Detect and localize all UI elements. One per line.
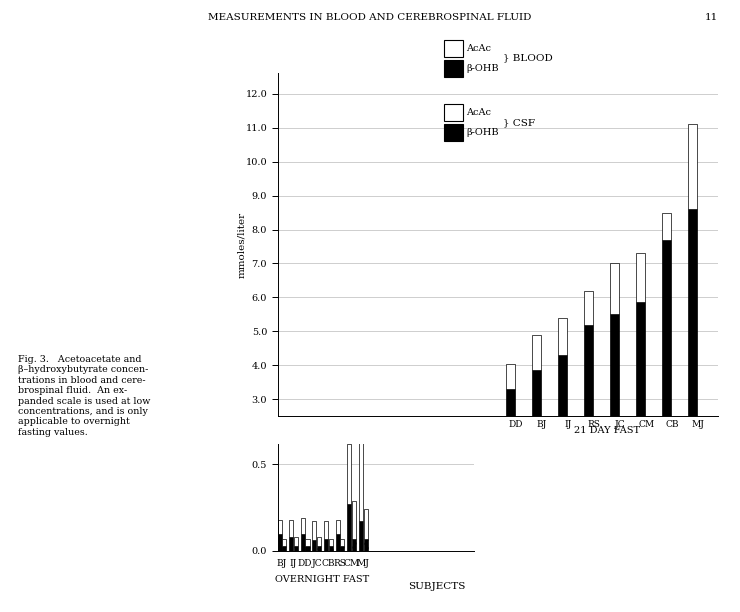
Bar xyxy=(532,370,541,501)
Text: 21 DAY FAST: 21 DAY FAST xyxy=(574,427,640,435)
Text: JC: JC xyxy=(615,420,625,429)
Text: IJ: IJ xyxy=(290,559,297,569)
Text: } BLOOD: } BLOOD xyxy=(503,54,553,62)
Bar xyxy=(352,501,356,539)
Text: } CSF: } CSF xyxy=(503,118,535,127)
Text: 11: 11 xyxy=(704,13,718,23)
Bar xyxy=(282,546,286,551)
Bar xyxy=(532,335,541,370)
Text: RS: RS xyxy=(334,559,346,569)
Bar xyxy=(294,537,298,546)
Bar xyxy=(621,478,630,501)
Text: Fig. 3.   Acetoacetate and
β–hydroxybutyrate concen-
trations in blood and cere-: Fig. 3. Acetoacetate and β–hydroxybutyra… xyxy=(18,355,151,437)
Bar xyxy=(278,534,281,551)
Bar xyxy=(584,324,593,501)
Bar xyxy=(340,546,344,551)
Bar xyxy=(347,444,352,504)
Bar xyxy=(558,318,567,355)
Bar xyxy=(610,263,619,315)
Bar xyxy=(300,518,305,534)
Bar xyxy=(647,480,656,501)
Bar xyxy=(282,539,286,546)
Bar xyxy=(699,474,708,501)
Text: MEASUREMENTS IN BLOOD AND CEREBROSPINAL FLUID: MEASUREMENTS IN BLOOD AND CEREBROSPINAL … xyxy=(209,13,531,23)
Bar xyxy=(336,520,340,534)
Bar xyxy=(610,315,619,501)
Bar xyxy=(517,485,525,497)
Bar xyxy=(699,460,708,474)
Bar xyxy=(542,471,551,487)
Text: OVERNIGHT FAST: OVERNIGHT FAST xyxy=(275,575,370,584)
Text: JC: JC xyxy=(312,559,322,569)
Bar xyxy=(673,462,682,477)
Bar xyxy=(289,537,293,551)
Bar xyxy=(359,435,363,521)
Bar xyxy=(636,302,645,501)
Bar xyxy=(324,521,328,539)
Text: DD: DD xyxy=(298,559,312,569)
Bar xyxy=(329,539,333,546)
Bar xyxy=(329,546,333,551)
Bar xyxy=(352,539,356,551)
Text: β-OHB: β-OHB xyxy=(466,129,499,137)
Bar xyxy=(347,504,352,551)
Bar xyxy=(673,477,682,501)
Bar xyxy=(558,355,567,501)
Bar xyxy=(662,240,671,501)
Bar xyxy=(324,539,328,551)
Bar xyxy=(636,253,645,302)
Text: RS: RS xyxy=(588,420,600,429)
Bar xyxy=(584,291,593,324)
Bar xyxy=(317,537,321,546)
Text: MJ: MJ xyxy=(692,420,704,429)
Bar xyxy=(517,497,525,501)
Bar xyxy=(568,472,578,487)
Bar xyxy=(317,546,321,551)
Text: CB: CB xyxy=(665,420,679,429)
Bar xyxy=(306,539,309,546)
Bar xyxy=(595,475,604,482)
Text: DD: DD xyxy=(508,420,522,429)
Bar xyxy=(363,509,368,539)
Bar xyxy=(505,389,515,501)
Text: CM: CM xyxy=(638,420,654,429)
Text: MJ: MJ xyxy=(357,559,370,569)
Bar xyxy=(294,546,298,551)
Bar xyxy=(595,482,604,501)
Text: BJ: BJ xyxy=(536,420,547,429)
Bar xyxy=(300,534,305,551)
Bar xyxy=(542,487,551,501)
Bar xyxy=(306,546,309,551)
Text: AcAc: AcAc xyxy=(466,108,491,117)
Bar xyxy=(312,521,317,540)
Bar xyxy=(336,534,340,551)
Bar xyxy=(688,209,698,501)
Bar xyxy=(312,540,317,551)
Text: CB: CB xyxy=(322,559,335,569)
Bar xyxy=(359,521,363,551)
Bar xyxy=(340,539,344,546)
Bar xyxy=(505,364,515,389)
Bar xyxy=(662,212,671,240)
Text: SUBJECTS: SUBJECTS xyxy=(408,581,465,591)
Y-axis label: mmoles/liter: mmoles/liter xyxy=(237,212,246,278)
Bar xyxy=(647,468,656,480)
Bar xyxy=(568,487,578,501)
Text: β-OHB: β-OHB xyxy=(466,64,499,73)
Text: BJ: BJ xyxy=(277,559,287,569)
Bar xyxy=(621,461,630,478)
Bar xyxy=(289,520,293,537)
Text: IJ: IJ xyxy=(564,420,571,429)
Bar xyxy=(363,539,368,551)
Text: CM: CM xyxy=(343,559,360,569)
Bar xyxy=(688,124,698,209)
Text: AcAc: AcAc xyxy=(466,44,491,53)
Bar xyxy=(278,520,281,534)
